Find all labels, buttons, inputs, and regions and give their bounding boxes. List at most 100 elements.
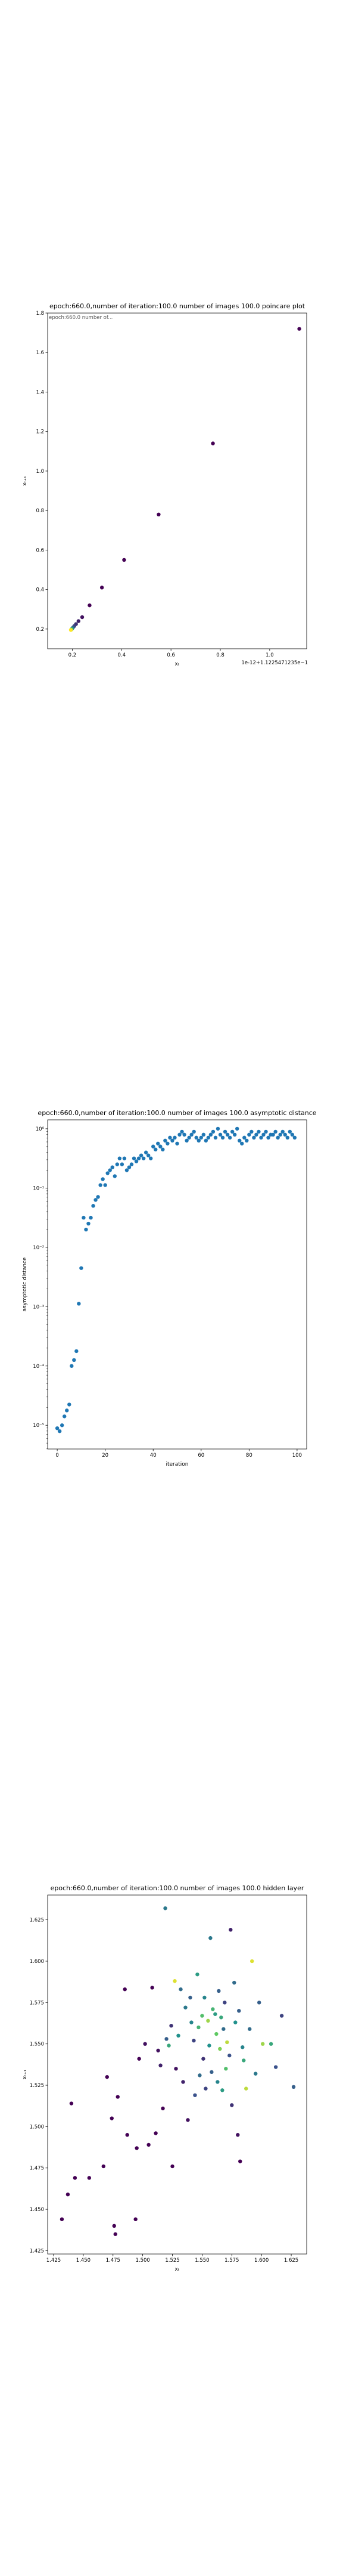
- y-tick-label: 1.6: [36, 350, 44, 356]
- data-point: [150, 1986, 154, 1990]
- x-tick-label: 1.550: [195, 2258, 209, 2264]
- data-point: [248, 2027, 252, 2031]
- data-point: [173, 1135, 177, 1140]
- data-point: [216, 1126, 220, 1131]
- data-point: [227, 2053, 232, 2058]
- y-tick-label: 0.4: [36, 587, 44, 593]
- data-point: [65, 1408, 69, 1413]
- data-point: [218, 1132, 223, 1137]
- x-tick-label: 60: [198, 1453, 204, 1459]
- data-point: [101, 1177, 105, 1181]
- data-point: [230, 1129, 235, 1134]
- y-tick-label: 1.4: [36, 389, 44, 395]
- data-point: [279, 2014, 284, 2018]
- data-point: [163, 1138, 167, 1143]
- axes-frame: [47, 1119, 307, 1450]
- data-point: [70, 1364, 74, 1368]
- y-tick-label: 1.575: [30, 2000, 44, 2006]
- data-point: [137, 2057, 141, 2061]
- data-point: [218, 2046, 222, 2051]
- data-point: [62, 1414, 67, 1419]
- data-point: [211, 2007, 215, 2011]
- data-point: [154, 2131, 158, 2135]
- data-point: [122, 1156, 127, 1160]
- data-point: [98, 1183, 102, 1187]
- data-point: [237, 2008, 241, 2013]
- y-tick-label: 1.450: [30, 2207, 44, 2213]
- data-point: [112, 2224, 116, 2228]
- data-point: [117, 1156, 122, 1160]
- x-tick-label: 80: [246, 1453, 252, 1459]
- data-point: [175, 1141, 179, 1145]
- data-point: [113, 2232, 117, 2236]
- data-point: [154, 1147, 158, 1151]
- data-point: [187, 1135, 191, 1140]
- x-tick-label: 1.0: [266, 652, 274, 658]
- data-point: [156, 1141, 160, 1145]
- data-point: [238, 2159, 242, 2163]
- y-tick-label: 0.6: [36, 547, 44, 553]
- data-point: [292, 1135, 297, 1140]
- data-point: [133, 2217, 138, 2221]
- data-point: [240, 1141, 244, 1145]
- data-point: [283, 1132, 287, 1137]
- data-point: [223, 1129, 227, 1134]
- data-point: [285, 1135, 289, 1140]
- data-point: [197, 1138, 201, 1143]
- x-tick-label: 0: [55, 1453, 58, 1459]
- data-point: [235, 1126, 239, 1131]
- y-tick-label: 1.500: [30, 2124, 44, 2130]
- data-point: [144, 1150, 148, 1154]
- data-point: [123, 1987, 127, 1992]
- data-point: [278, 1132, 282, 1137]
- data-point: [273, 1129, 277, 1134]
- data-point: [105, 1171, 110, 1175]
- data-point: [206, 2018, 210, 2023]
- data-point: [192, 1129, 196, 1134]
- x-tick-label: 1.575: [224, 2258, 239, 2264]
- x-tick-label: 100: [292, 1453, 302, 1459]
- data-point: [82, 1215, 86, 1220]
- data-point: [134, 1159, 139, 1163]
- y-axis-label: asymptotic distance: [22, 1257, 28, 1311]
- data-point: [254, 1132, 258, 1137]
- y-tick-label: 10⁻⁵: [33, 1423, 44, 1429]
- data-point: [242, 2058, 246, 2063]
- data-point: [60, 2217, 64, 2221]
- y-tick-label: 0.8: [36, 508, 44, 514]
- data-point: [193, 2093, 197, 2097]
- data-point: [250, 1959, 254, 1964]
- data-point: [238, 1138, 242, 1143]
- data-point: [179, 1987, 183, 1992]
- data-point: [161, 2106, 165, 2111]
- data-point: [89, 1215, 93, 1220]
- data-point: [132, 1156, 136, 1160]
- data-point: [200, 2014, 204, 2018]
- x-tick-label: 1.425: [46, 2258, 61, 2264]
- data-point: [66, 2192, 70, 2197]
- y-tick-label: 10⁻⁴: [33, 1364, 44, 1370]
- data-point: [207, 2044, 211, 2048]
- chart-1: epoch:660.0,number of iteration:100.0 nu…: [22, 302, 308, 667]
- axes-frame: [47, 312, 307, 649]
- data-point: [186, 2118, 190, 2122]
- y-tick-label: 1.525: [30, 2083, 44, 2089]
- data-point: [99, 586, 104, 590]
- data-point: [135, 2146, 139, 2150]
- y-tick-label: 1.625: [30, 1918, 44, 1924]
- data-point: [185, 1138, 189, 1143]
- x-tick-label: 0.8: [216, 652, 224, 658]
- data-point: [259, 1135, 263, 1140]
- data-point: [116, 2095, 120, 2099]
- data-point: [201, 1132, 206, 1137]
- data-point: [194, 1135, 198, 1140]
- data-point: [166, 1141, 170, 1145]
- data-point: [122, 558, 126, 562]
- y-axis-label: xₜ₊₁: [22, 2069, 28, 2079]
- x-tick-label: 1.525: [165, 2258, 179, 2264]
- chart-title: epoch:660.0,number of iteration:100.0 nu…: [49, 302, 305, 310]
- data-point: [174, 2067, 178, 2071]
- data-point: [232, 1980, 236, 1985]
- data-point: [241, 2045, 245, 2049]
